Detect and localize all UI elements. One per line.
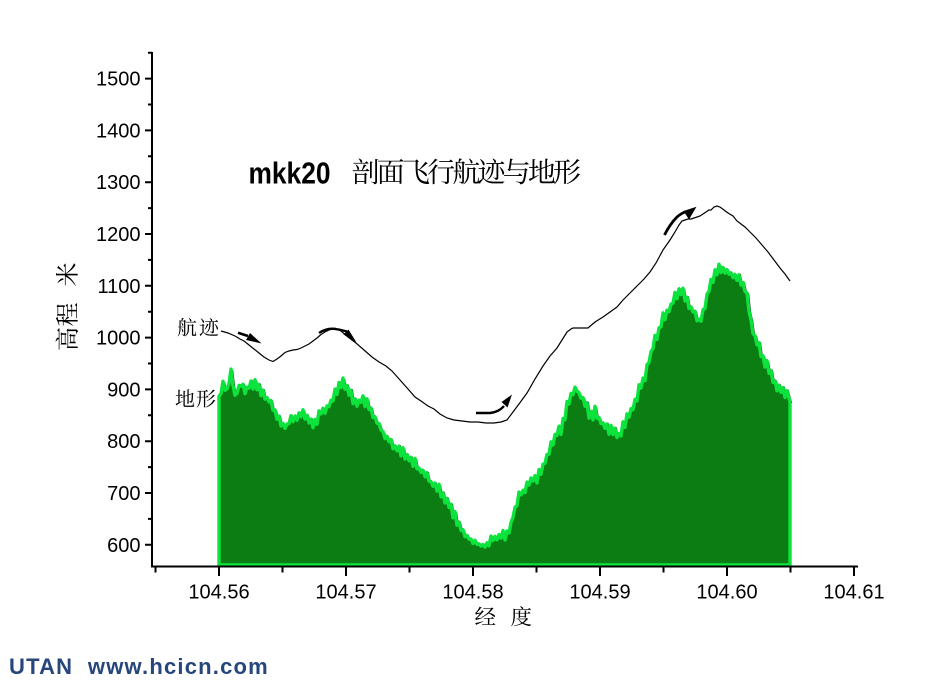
svg-text:1300: 1300: [96, 172, 141, 194]
svg-text:900: 900: [107, 379, 140, 401]
svg-text:104.57: 104.57: [315, 582, 376, 604]
svg-text:104.58: 104.58: [442, 582, 503, 604]
svg-text:1500: 1500: [96, 69, 141, 91]
svg-text:800: 800: [107, 431, 140, 453]
svg-text:600: 600: [107, 535, 140, 557]
svg-text:104.60: 104.60: [696, 582, 757, 604]
svg-text:700: 700: [107, 483, 140, 505]
svg-text:104.56: 104.56: [188, 582, 249, 604]
svg-text:104.59: 104.59: [569, 582, 630, 604]
svg-text:1400: 1400: [96, 120, 141, 142]
svg-text:1200: 1200: [96, 224, 141, 246]
svg-text:1100: 1100: [97, 276, 140, 298]
svg-text:mkk20: mkk20: [249, 156, 331, 191]
svg-text:104.61: 104.61: [823, 582, 884, 604]
svg-text:1000: 1000: [96, 328, 141, 350]
